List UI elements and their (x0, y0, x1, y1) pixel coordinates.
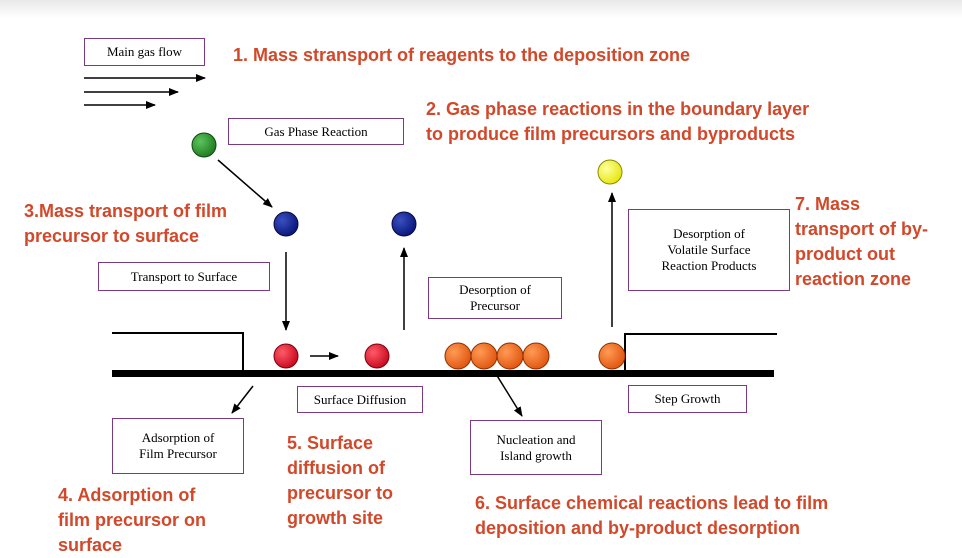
step-4-line-3: surface (58, 535, 123, 555)
step-2-text: 2. Gas phase reactions in the boundary l… (426, 97, 896, 147)
step-6-line-2: deposition and by-product desorption (475, 518, 800, 538)
substrate-surface (112, 370, 774, 377)
step-7-line-3: product out (795, 244, 895, 264)
substrate-left-step (112, 332, 244, 372)
top-shade (0, 0, 962, 18)
step-2-line-2: to produce film precursors and byproduct… (426, 124, 796, 144)
orange-island-particle-2 (470, 342, 498, 370)
step-5-line-2: diffusion of (287, 458, 385, 478)
step-3-line-1: 3.Mass transport of film (24, 201, 228, 221)
nucleation-island-growth-label: Nucleation and Island growth (470, 420, 602, 475)
transport-to-surface-text: Transport to Surface (130, 268, 238, 284)
adsorption-text-1: Adsorption of (141, 430, 215, 445)
step-1-text: 1. Mass stransport of reagents to the de… (233, 43, 793, 68)
surface-diffusion-text: Surface Diffusion (313, 391, 407, 407)
desorption-of-precursor-text-1: Desorption of (459, 282, 531, 297)
green-gas-particle (191, 132, 217, 158)
step-6-text: 6. Surface chemical reactions lead to fi… (475, 491, 915, 541)
step-4-line-1: 4. Adsorption of (58, 485, 196, 505)
step-3-line-2: precursor to surface (24, 226, 200, 246)
main-gas-flow-text: Main gas flow (106, 44, 183, 59)
step-growth-label: Step Growth (628, 385, 747, 413)
step-5-text: 5. Surface diffusion of precursor to gro… (287, 431, 437, 531)
orange-island-particle-4 (522, 342, 550, 370)
step-growth-text: Step Growth (654, 391, 721, 406)
step-3-text: 3.Mass transport of film precursor to su… (24, 199, 274, 249)
red-adsorbed-particle-1 (273, 343, 299, 369)
adsorption-pointer-arrow (231, 385, 254, 414)
step-2-line-1: 2. Gas phase reactions in the boundary l… (426, 99, 810, 119)
desorption-of-precursor-label: Desorption of Precursor (428, 277, 562, 319)
step-7-line-1: 7. Mass (795, 194, 861, 214)
nucleation-text-1: Nucleation and (496, 431, 576, 447)
gas-phase-reaction-label: Gas Phase Reaction (228, 118, 404, 145)
desorption-volatile-products-label: Desorption of Volatile Surface Reaction … (628, 209, 790, 291)
adsorption-text-2: Film Precursor (139, 446, 217, 461)
orange-step-particle (598, 342, 626, 370)
step-7-line-2: transport of by- (795, 219, 928, 239)
step-4-line-2: film precursor on (58, 510, 207, 530)
substrate-right-step (624, 333, 777, 372)
desorption-volatile-text-3: Reaction Products (661, 258, 757, 273)
desorption-volatile-text-2: Volatile Surface (667, 242, 751, 257)
nucleation-text-2: Island growth (500, 447, 572, 463)
desorption-of-precursor-text-2: Precursor (470, 298, 520, 313)
nucleation-pointer-arrow (495, 373, 523, 417)
step-5-line-1: 5. Surface (287, 433, 374, 453)
step-4-text: 4. Adsorption of film precursor on surfa… (58, 483, 258, 558)
step-7-text: 7. Mass transport of by- product out rea… (795, 192, 960, 292)
desorption-volatile-text-1: Desorption of (673, 226, 745, 241)
transport-to-surface-label: Transport to Surface (98, 262, 270, 291)
orange-island-particle-1 (444, 342, 472, 370)
blue-precursor-particle-2 (391, 211, 417, 237)
orange-island-particle-3 (496, 342, 524, 370)
step-1-line: 1. Mass stransport of reagents to the de… (233, 45, 691, 65)
main-gas-flow-label: Main gas flow (84, 38, 205, 66)
yellow-byproduct-particle (597, 159, 623, 185)
step-6-line-1: 6. Surface chemical reactions lead to fi… (475, 493, 829, 513)
blue-precursor-particle-1 (273, 211, 299, 237)
step-7-line-4: reaction zone (795, 269, 912, 289)
red-adsorbed-particle-2 (364, 343, 390, 369)
surface-diffusion-label: Surface Diffusion (297, 386, 423, 413)
gas-phase-reaction-text: Gas Phase Reaction (264, 123, 368, 139)
adsorption-of-film-precursor-label: Adsorption of Film Precursor (112, 418, 244, 474)
step-5-line-4: growth site (287, 508, 384, 528)
gas-to-surface-arrow (217, 159, 273, 208)
step-5-line-3: precursor to (287, 483, 394, 503)
